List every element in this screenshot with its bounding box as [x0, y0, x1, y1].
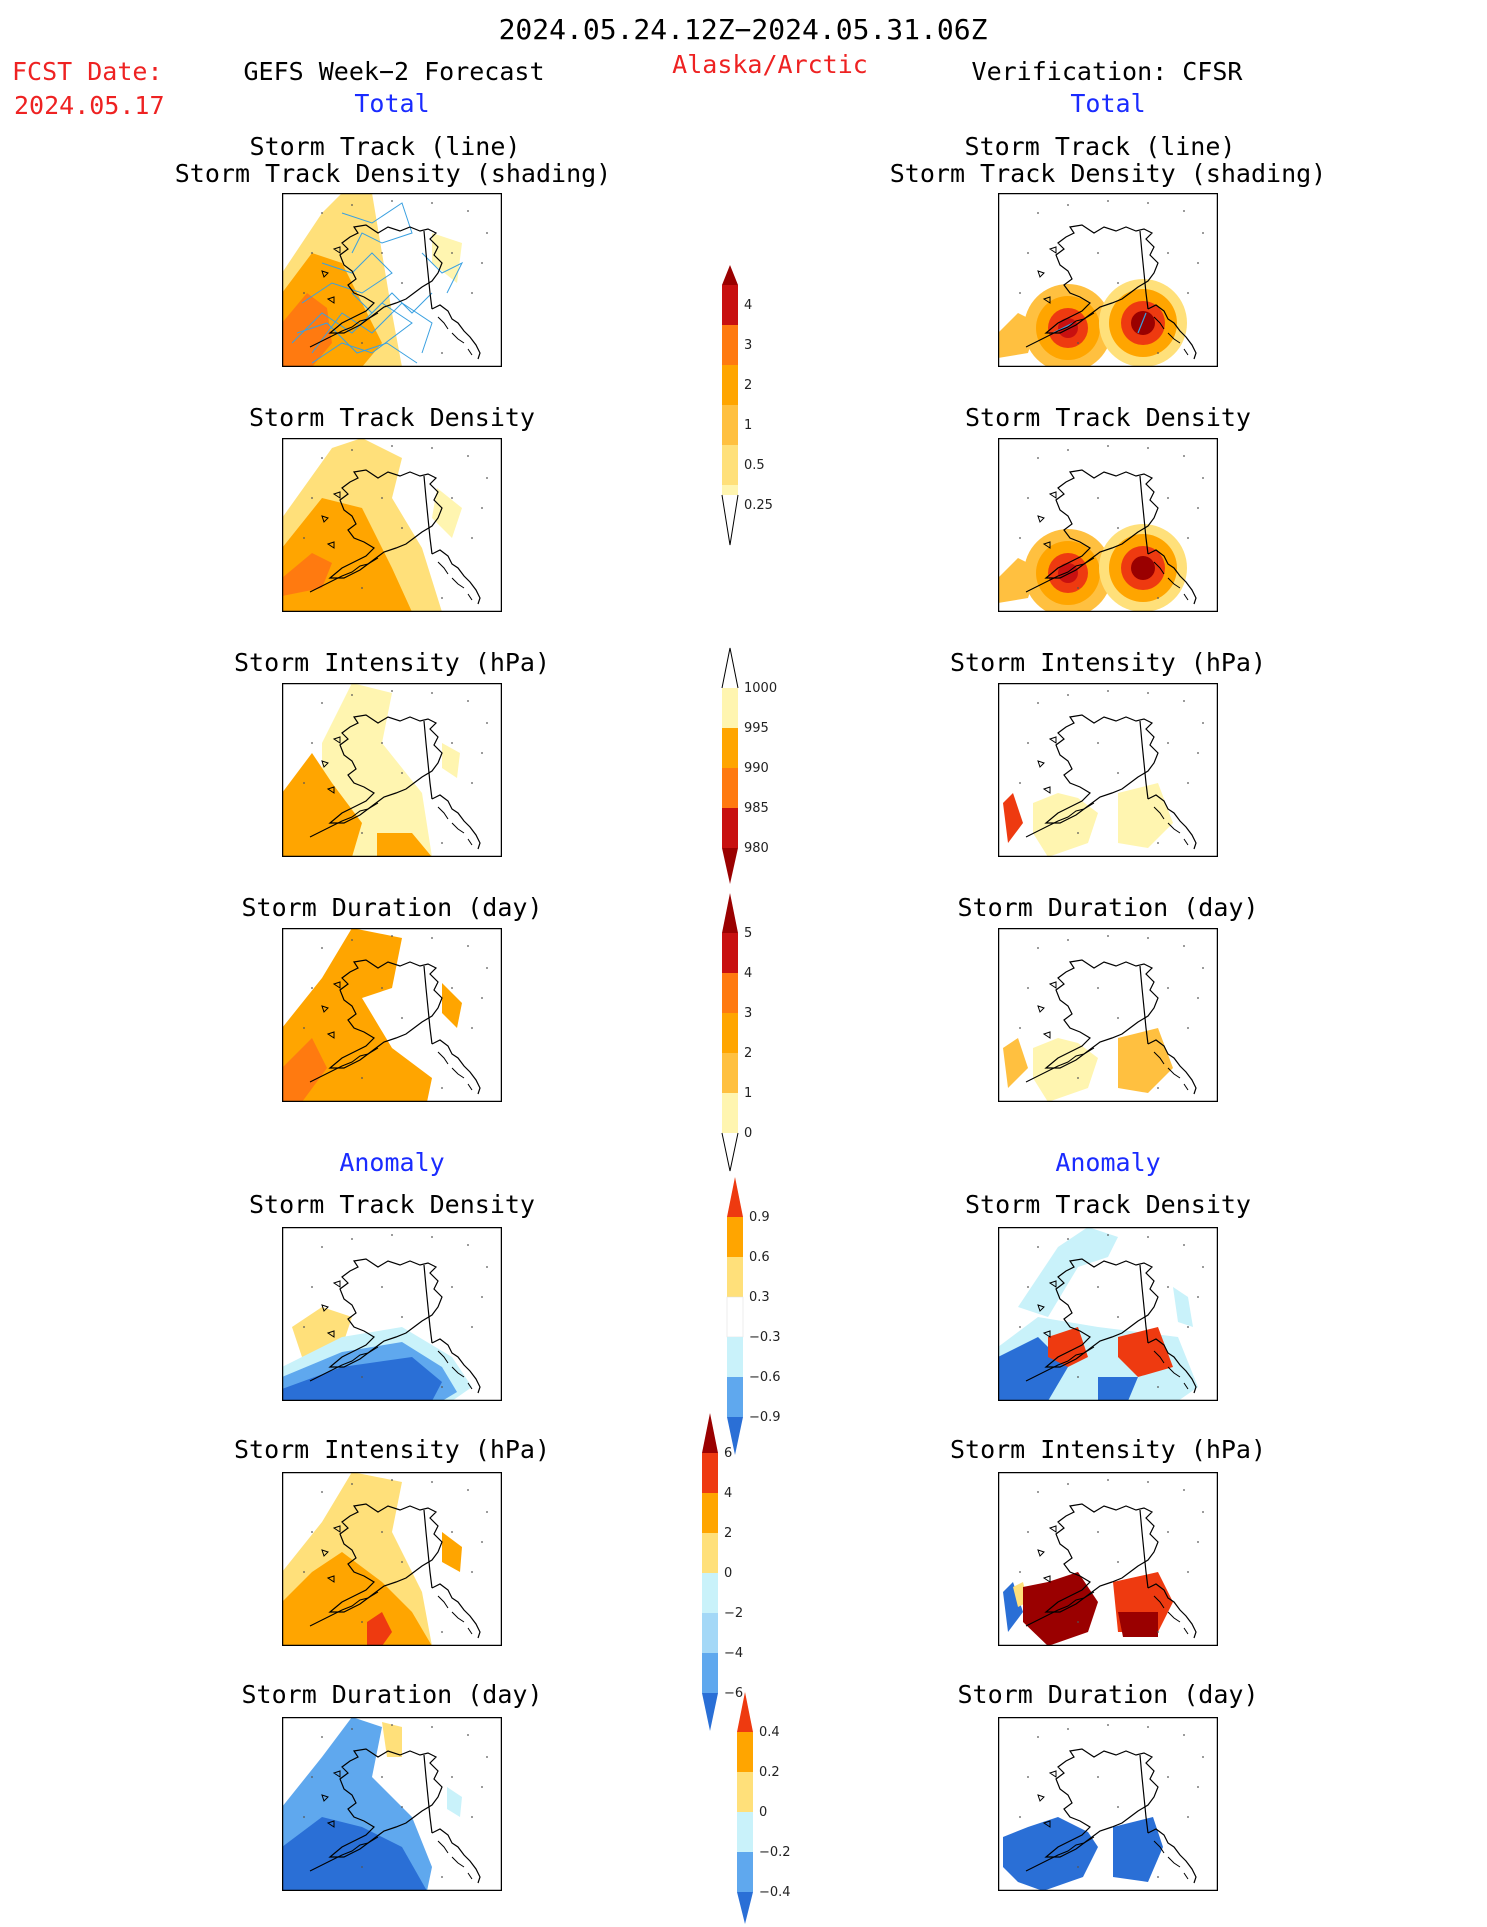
cbar-label: 0.4: [759, 1725, 780, 1740]
cbar-label: 1000: [744, 681, 777, 696]
left-column-title: GEFS Week−2 Forecast: [243, 57, 545, 86]
total-label-right: Total: [1070, 89, 1146, 118]
title-track-line-left: Storm Track (line): [249, 132, 521, 161]
cbar-label: 4: [724, 1486, 732, 1501]
map-density-verification: [998, 438, 1218, 612]
title-track-shading-left: Storm Track Density (shading): [174, 159, 612, 188]
title-duration-anom-left: Storm Duration (day): [241, 1680, 543, 1709]
forecast-period: 2024.05.24.12Z−2024.05.31.06Z: [498, 13, 988, 46]
cbar-label: 0.3: [749, 1290, 770, 1305]
colorbar-duration-total: 5 4 3 2 1 0: [720, 893, 800, 1173]
map-track-forecast: [282, 193, 502, 367]
title-intensity-left: Storm Intensity (hPa): [233, 648, 551, 677]
cbar-label: 2: [724, 1526, 732, 1541]
right-column-title: Verification: CFSR: [971, 57, 1243, 86]
title-density-right: Storm Track Density: [965, 403, 1251, 432]
cbar-label: 2: [744, 1046, 752, 1061]
cbar-label: 3: [744, 1006, 752, 1021]
cbar-label: 2: [744, 378, 752, 393]
cbar-label: 0: [724, 1566, 732, 1581]
title-density-anom-left: Storm Track Density: [249, 1190, 535, 1219]
anomaly-label-left: Anomaly: [339, 1148, 445, 1177]
map-intensity-anomaly-verification: [998, 1472, 1218, 1646]
title-density-anom-right: Storm Track Density: [965, 1190, 1251, 1219]
cbar-label: 980: [744, 841, 769, 856]
map-duration-verification: [998, 928, 1218, 1102]
colorbar-density-anomaly: 0.9 0.6 0.3 −0.3 −0.6 −0.9: [725, 1177, 805, 1457]
cbar-label: 0.25: [744, 498, 773, 513]
cbar-label: 985: [744, 801, 769, 816]
map-intensity-verification: [998, 683, 1218, 857]
title-duration-right: Storm Duration (day): [957, 893, 1259, 922]
cbar-label: 5: [744, 926, 752, 941]
cbar-label: 0.5: [744, 458, 765, 473]
cbar-label: 3: [744, 338, 752, 353]
cbar-label: 1: [744, 1086, 752, 1101]
cbar-label: 6: [724, 1446, 732, 1461]
map-intensity-forecast: [282, 683, 502, 857]
cbar-label: 4: [744, 966, 752, 981]
cbar-label: 0: [744, 1126, 752, 1141]
anomaly-label-right: Anomaly: [1055, 1148, 1161, 1177]
title-duration-left: Storm Duration (day): [241, 893, 543, 922]
cbar-label: 990: [744, 761, 769, 776]
cbar-label: −0.9: [749, 1410, 781, 1425]
map-density-forecast: [282, 438, 502, 612]
fcst-date-value: 2024.05.17: [14, 91, 165, 120]
cbar-label: 0.9: [749, 1210, 770, 1225]
cbar-label: −0.4: [759, 1885, 791, 1900]
map-duration-anomaly-forecast: [282, 1717, 502, 1891]
cbar-label: −4: [724, 1646, 743, 1661]
cbar-label: −0.2: [759, 1845, 791, 1860]
colorbar-intensity-total: 1000 995 990 985 980: [720, 647, 800, 888]
map-track-verification: [998, 193, 1218, 367]
colorbar-intensity-anomaly: 6 4 2 0 −2 −4 −6: [700, 1413, 780, 1743]
map-duration-forecast: [282, 928, 502, 1102]
cbar-label: −6: [724, 1686, 743, 1701]
fcst-date-label: FCST Date:: [12, 57, 163, 86]
title-density-left: Storm Track Density: [249, 403, 535, 432]
cbar-label: 0: [759, 1805, 767, 1820]
cbar-label: −0.6: [749, 1370, 781, 1385]
total-label-left: Total: [354, 89, 430, 118]
cbar-label: −2: [724, 1606, 743, 1621]
colorbar-duration-anomaly: 0.4 0.2 0 −0.2 −0.4: [735, 1692, 815, 1927]
cbar-label: 1: [744, 418, 752, 433]
title-intensity-right: Storm Intensity (hPa): [949, 648, 1267, 677]
map-density-anomaly-verification: [998, 1227, 1218, 1401]
title-track-shading-right: Storm Track Density (shading): [889, 159, 1327, 188]
title-track-line-right: Storm Track (line): [964, 132, 1236, 161]
cbar-label: 0.6: [749, 1250, 770, 1265]
cbar-label: 0.2: [759, 1765, 780, 1780]
map-intensity-anomaly-forecast: [282, 1472, 502, 1646]
cbar-label: 4: [744, 298, 752, 313]
map-duration-anomaly-verification: [998, 1717, 1218, 1891]
map-density-anomaly-forecast: [282, 1227, 502, 1401]
cbar-label: −0.3: [749, 1330, 781, 1345]
cbar-label: 995: [744, 721, 769, 736]
title-intensity-anom-right: Storm Intensity (hPa): [949, 1435, 1267, 1464]
title-duration-anom-right: Storm Duration (day): [957, 1680, 1259, 1709]
title-intensity-anom-left: Storm Intensity (hPa): [233, 1435, 551, 1464]
colorbar-density-total: 4 3 2 1 0.5 0.25: [720, 265, 800, 546]
region-title: Alaska/Arctic: [672, 50, 868, 79]
